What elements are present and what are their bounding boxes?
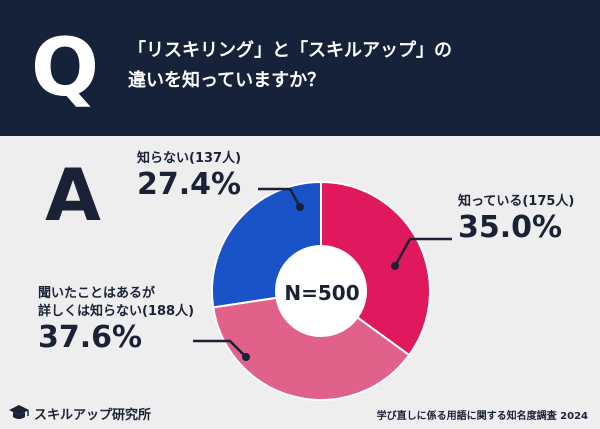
- leader-lines: [193, 187, 452, 361]
- slice-label-unaware: 知らない(137人) 27.4%: [137, 150, 241, 202]
- donut-slices: [211, 180, 431, 401]
- slice-count-unaware: (137人): [189, 151, 242, 166]
- slice-label-heard: 聞いたことはあるが 詳しくは知らない(188人) 37.6%: [38, 285, 194, 355]
- question-line-1: 「リスキリング」と「スキルアップ」の: [128, 40, 452, 61]
- slice-name-heard-line-1: 聞いたことはあるが: [38, 286, 156, 301]
- slice-value-unaware: 27.4%: [137, 167, 242, 202]
- slice-label-aware: 知っている(175人) 35.0%: [458, 193, 574, 245]
- slice-name-unaware: 知らない: [137, 151, 190, 166]
- slice-value-aware: 35.0%: [458, 210, 563, 245]
- brand-logo: スキルアップ研究所: [8, 402, 151, 424]
- slice-value-heard: 37.6%: [38, 320, 143, 355]
- leader-heard: [193, 339, 247, 358]
- donut-hole: [276, 246, 366, 336]
- leader-unaware: [258, 187, 302, 208]
- graduation-cap-icon: [9, 405, 29, 419]
- question-header: Q 「リスキリング」と「スキルアップ」の 違いを知っていますか？: [0, 0, 600, 136]
- slice-count-aware: (175人): [522, 194, 575, 209]
- leader-heard-dot: [242, 353, 250, 361]
- leader-aware-dot: [391, 262, 399, 270]
- q-letter: Q: [30, 21, 99, 114]
- center-label: N=500: [284, 281, 360, 305]
- question-text: 「リスキリング」と「スキルアップ」の 違いを知っていますか？: [128, 36, 568, 96]
- survey-source: 学び直しに係る用語に関する知名度調査 2024: [376, 411, 588, 422]
- slice-name-aware: 知っている: [458, 194, 523, 209]
- slice-name-heard-line-2: 詳しくは知らない: [38, 304, 143, 319]
- brand-name: スキルアップ研究所: [34, 407, 152, 423]
- a-letter: A: [45, 153, 101, 237]
- slice-count-heard: (188人): [142, 304, 195, 319]
- leader-aware: [393, 237, 452, 267]
- question-line-2: 違いを知っていますか？: [128, 70, 326, 91]
- leader-unaware-dot: [296, 203, 304, 211]
